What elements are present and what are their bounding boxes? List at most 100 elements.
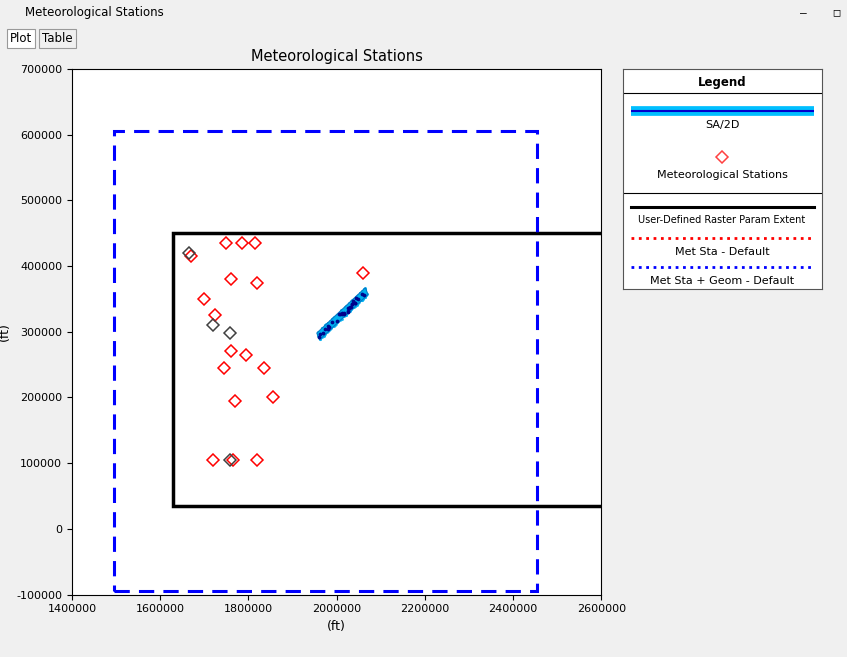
- Point: [320, 324, 334, 334]
- Point: [324, 322, 338, 332]
- Point: [345, 301, 358, 311]
- Point: [329, 313, 342, 324]
- Text: Meteorological Stations: Meteorological Stations: [25, 6, 164, 19]
- Point: [313, 331, 327, 342]
- Point: [346, 294, 360, 305]
- Point: [345, 299, 358, 309]
- Point: [344, 302, 357, 312]
- Point: [348, 301, 362, 311]
- Point: [342, 303, 356, 313]
- Point: [324, 321, 337, 331]
- Point: [342, 298, 356, 309]
- Point: [336, 306, 350, 317]
- Point: [322, 320, 335, 330]
- Point: [315, 332, 329, 342]
- Point: [322, 325, 335, 336]
- Point: [313, 328, 326, 339]
- Point: [343, 304, 357, 315]
- Point: [337, 305, 351, 315]
- Point: [359, 290, 373, 301]
- Point: [357, 286, 370, 297]
- Point: [332, 311, 346, 322]
- Point: [315, 323, 329, 334]
- Point: [346, 296, 359, 306]
- Point: [343, 304, 357, 314]
- Point: [341, 300, 355, 310]
- Point: [350, 292, 363, 303]
- Point: [351, 297, 364, 307]
- Text: Meteorological Stations: Meteorological Stations: [656, 170, 788, 180]
- Point: [349, 294, 363, 304]
- Point: [357, 288, 370, 299]
- Point: [319, 322, 333, 332]
- Point: [315, 325, 329, 335]
- Point: [329, 319, 343, 329]
- Point: [346, 298, 359, 309]
- Point: [318, 326, 332, 336]
- Title: Meteorological Stations: Meteorological Stations: [251, 49, 423, 64]
- Point: [314, 326, 328, 336]
- Point: [339, 310, 352, 321]
- Point: [312, 327, 325, 337]
- Point: [348, 301, 362, 311]
- Point: [320, 322, 334, 332]
- Point: [342, 306, 356, 317]
- Point: [340, 309, 353, 320]
- Point: [325, 313, 339, 324]
- Point: [328, 315, 341, 326]
- Point: [321, 323, 335, 334]
- Point: [340, 304, 353, 315]
- Point: [322, 317, 335, 328]
- Point: [324, 316, 338, 327]
- Point: [328, 316, 341, 327]
- Point: [338, 302, 352, 313]
- Point: [337, 309, 351, 319]
- Point: [337, 309, 351, 320]
- Point: [353, 292, 367, 303]
- Point: [332, 311, 346, 322]
- Point: [317, 326, 330, 336]
- Point: [318, 324, 331, 334]
- Point: [336, 307, 350, 317]
- Point: [335, 306, 349, 316]
- Point: [355, 289, 368, 300]
- Point: [356, 291, 369, 302]
- Point: [312, 328, 325, 339]
- Point: [354, 288, 368, 299]
- Point: [356, 286, 369, 297]
- Point: [355, 295, 368, 306]
- Point: [335, 312, 348, 323]
- Point: [350, 300, 363, 310]
- Point: [326, 319, 340, 330]
- Point: [344, 303, 357, 313]
- Point: [317, 328, 330, 339]
- Point: [346, 296, 360, 306]
- Text: Table: Table: [42, 32, 73, 45]
- Point: [321, 323, 335, 334]
- Point: [335, 313, 348, 324]
- Text: —    □    ✕: — □ ✕: [800, 7, 847, 18]
- Point: [326, 315, 340, 326]
- Point: [325, 318, 339, 328]
- Bar: [113, 131, 537, 591]
- Point: [349, 293, 363, 304]
- Point: [326, 313, 340, 324]
- Point: [357, 289, 371, 300]
- Point: [331, 315, 345, 325]
- Point: [337, 308, 351, 319]
- Point: [325, 316, 339, 327]
- Point: [339, 309, 352, 319]
- Point: [329, 319, 342, 330]
- Point: [340, 302, 354, 312]
- Point: [321, 323, 335, 333]
- Point: [347, 295, 361, 306]
- Text: Met Sta - Default: Met Sta - Default: [675, 247, 769, 258]
- Point: [357, 284, 371, 295]
- Point: [338, 309, 352, 320]
- Point: [318, 326, 331, 336]
- Point: [357, 285, 370, 296]
- Point: [345, 299, 358, 309]
- Point: [349, 296, 363, 306]
- Point: [358, 291, 372, 302]
- Point: [319, 321, 333, 331]
